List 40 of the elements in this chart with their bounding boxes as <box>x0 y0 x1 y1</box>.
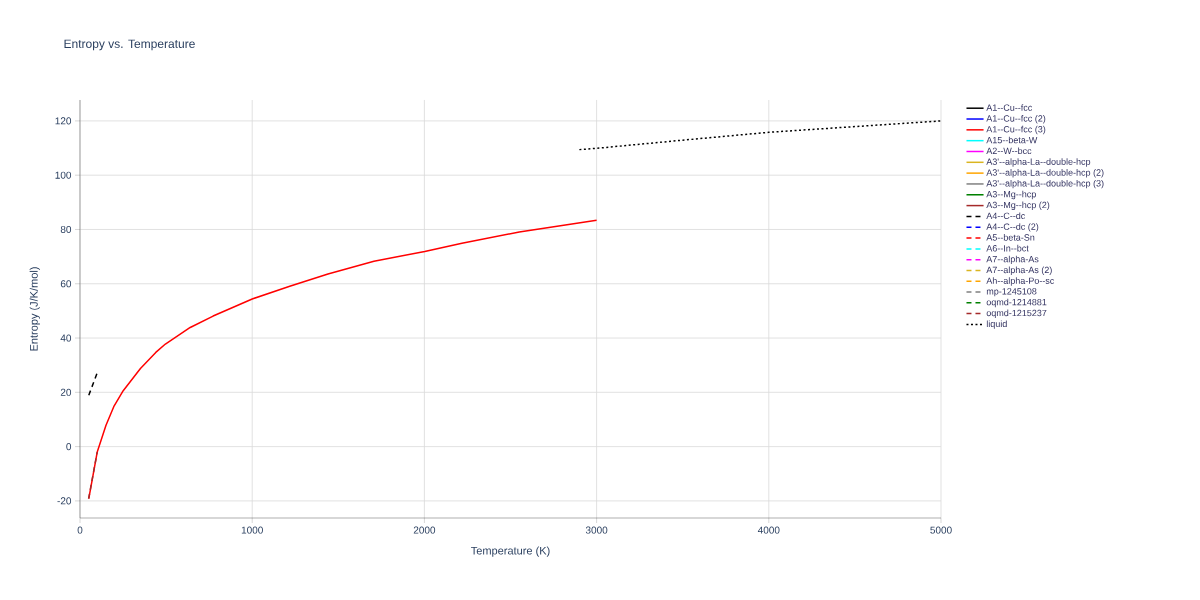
legend-label: A3--Mg--hcp (2) <box>986 201 1050 210</box>
legend-label: oqmd-1214881 <box>986 298 1047 308</box>
y-tick-label: 40 <box>60 334 72 342</box>
legend-label: A7--alpha-As <box>986 255 1039 265</box>
legend-label: oqmd-1215237 <box>986 309 1047 318</box>
x-tick-label: 2000 <box>413 526 436 534</box>
x-axis-title: Temperature (K) <box>471 546 550 557</box>
legend-label: liquid <box>986 320 1007 329</box>
legend-label: A4--C--dc <box>986 212 1026 220</box>
legend-label: A2--W--bcc <box>986 147 1032 155</box>
chart-title: Entropy vs. Temperature <box>64 39 195 51</box>
legend-label: A3'--alpha-La--double-hcp <box>986 158 1091 167</box>
x-tick-label: 4000 <box>757 526 780 534</box>
line-series <box>88 219 598 500</box>
x-tick-label: 0 <box>77 526 83 534</box>
x-tick-label: 1000 <box>241 526 263 534</box>
line-series <box>578 120 942 151</box>
x-tick-label: 5000 <box>930 526 952 534</box>
y-axis-title: Entropy (J/K/mol) <box>29 267 40 351</box>
legend-label: Ah--alpha-Po--sc <box>986 277 1055 286</box>
y-tick-label: -20 <box>57 497 72 505</box>
legend-label: mp-1245108 <box>986 288 1037 297</box>
legend-label: A4--C--dc (2) <box>986 223 1039 232</box>
legend-label: A7--alpha-As (2) <box>986 266 1052 275</box>
legend-label: A3--Mg--hcp <box>986 190 1036 200</box>
y-tick-label: 20 <box>60 388 72 396</box>
legend-label: A1--Cu--fcc (3) <box>986 125 1046 135</box>
x-tick-label: 3000 <box>585 526 608 534</box>
legend-label: A5--beta-Sn <box>986 234 1035 241</box>
legend-label: A3'--alpha-La--double-hcp (3) <box>986 179 1104 189</box>
y-tick-label: 60 <box>60 280 72 288</box>
y-tick-label: 100 <box>55 171 72 179</box>
y-tick-label: 80 <box>60 225 72 234</box>
legend-label: A6--In--bct <box>986 244 1029 252</box>
legend-label: A15--beta-W <box>986 136 1038 144</box>
legend-label: A1--Cu--fcc <box>986 104 1033 111</box>
legend-label: A3'--alpha-La--double-hcp (2) <box>986 169 1104 178</box>
y-tick-label: 0 <box>66 443 72 451</box>
y-tick-label: 120 <box>55 117 72 125</box>
legend-label: A1--Cu--fcc (2) <box>986 115 1046 124</box>
